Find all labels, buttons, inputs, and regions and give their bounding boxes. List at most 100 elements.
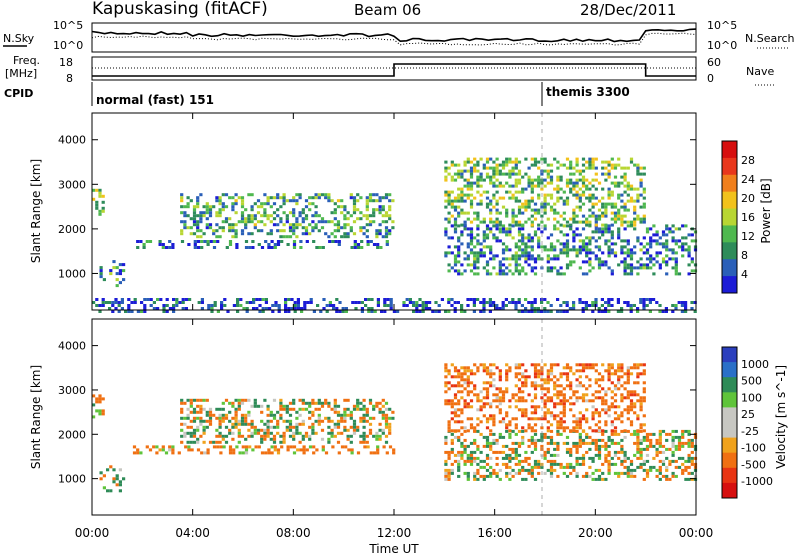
heatmap-cell (463, 402, 467, 406)
heatmap-cell (636, 441, 640, 445)
heatmap-cell (597, 390, 602, 394)
heatmap-cell (181, 301, 185, 304)
heatmap-cell (127, 298, 131, 301)
heatmap-cell (460, 375, 464, 379)
heatmap-cell (517, 223, 522, 227)
heatmap-cell (450, 432, 454, 436)
heatmap-cell (466, 181, 470, 185)
heatmap-cell (517, 233, 522, 237)
heatmap-cell (597, 372, 602, 376)
heatmap-cell (629, 471, 634, 475)
heatmap-cell (330, 199, 334, 203)
heatmap-cell (495, 462, 499, 466)
heatmap-cell (585, 242, 589, 246)
heatmap-cell (205, 211, 209, 215)
heatmap-cell (112, 266, 116, 270)
heatmap-cell (333, 401, 337, 405)
heatmap-cell (527, 217, 531, 221)
heatmap-cell (556, 269, 560, 273)
heatmap-cell (450, 450, 454, 454)
heatmap-cell (473, 438, 477, 442)
heatmap-cell (629, 272, 634, 276)
heatmap-cell (457, 408, 461, 412)
heatmap-cell (617, 157, 621, 161)
heatmap-cell (268, 307, 272, 310)
colorbar-tick-label: 20 (741, 192, 755, 205)
heatmap-cell (521, 441, 525, 445)
heatmap-cell (594, 166, 598, 170)
heatmap-cell (575, 363, 579, 367)
heatmap-cell (533, 369, 538, 373)
heatmap-cell (581, 184, 586, 188)
heatmap-cell (607, 248, 611, 252)
heatmap-cell (517, 245, 522, 249)
heatmap-cell (476, 417, 480, 421)
heatmap-cell (115, 278, 119, 282)
heatmap-cell (304, 229, 309, 233)
heatmap-cell (604, 420, 608, 424)
heatmap-cell (511, 220, 515, 224)
heatmap-cell (671, 248, 675, 252)
heatmap-cell (223, 304, 227, 307)
heatmap-cell (553, 266, 557, 270)
heatmap-cell (447, 202, 451, 206)
heatmap-cell (365, 229, 369, 233)
heatmap-cell (492, 432, 496, 436)
heatmap-cell (476, 396, 480, 400)
heatmap-cell (336, 419, 341, 423)
heatmap-cell (269, 425, 273, 429)
heatmap-cell (181, 307, 185, 310)
heatmap-cell (327, 440, 331, 444)
heatmap-cell (530, 181, 534, 185)
heatmap-cell (553, 417, 557, 421)
heatmap-cell (376, 298, 380, 301)
heatmap-cell (604, 301, 608, 304)
heatmap-cell (597, 266, 602, 270)
heatmap-cell (220, 304, 224, 307)
heatmap-cell (444, 399, 448, 403)
heatmap-cell (372, 434, 376, 438)
heatmap-cell (378, 422, 382, 426)
heatmap-cell (189, 440, 193, 444)
heatmap-cell (530, 223, 534, 227)
heatmap-cell (152, 445, 156, 449)
heatmap-cell (623, 257, 627, 261)
heatmap-cell (199, 410, 203, 414)
heatmap-cell (511, 224, 515, 228)
heatmap-cell (521, 459, 525, 463)
heatmap-cell (244, 437, 248, 441)
heatmap-cell (234, 425, 238, 429)
heatmap-cell (533, 266, 538, 270)
heatmap-cell (636, 236, 640, 240)
heatmap-cell (314, 193, 318, 197)
heatmap-cell (244, 416, 248, 420)
heatmap-cell (384, 232, 389, 236)
heatmap-cell (633, 390, 637, 394)
heatmap-cell (601, 160, 605, 164)
heatmap-cell (681, 432, 685, 436)
heatmap-cell (629, 223, 634, 227)
heatmap-cell (444, 233, 448, 237)
heatmap-cell (447, 217, 451, 221)
heatmap-cell (156, 298, 160, 301)
heatmap-cell (514, 254, 518, 258)
heatmap-cell (314, 211, 318, 215)
heatmap-cell (482, 217, 486, 221)
heatmap-cell (629, 459, 634, 463)
heatmap-cell (521, 465, 525, 469)
heatmap-cell (476, 447, 480, 451)
heatmap-cell (649, 438, 653, 442)
heatmap-cell (620, 193, 624, 197)
heatmap-cell (610, 402, 614, 406)
heatmap-cell (212, 445, 217, 449)
heatmap-cell (473, 456, 477, 460)
heatmap-cell (218, 413, 222, 417)
heatmap-cell (687, 477, 691, 481)
colorbar-segment (722, 407, 737, 423)
heatmap-cell (556, 363, 560, 367)
heatmap-cell (189, 226, 193, 230)
heatmap-cell (311, 398, 315, 402)
heatmap-cell (115, 272, 119, 276)
heatmap-cell (578, 423, 582, 427)
heatmap-cell (610, 429, 614, 433)
